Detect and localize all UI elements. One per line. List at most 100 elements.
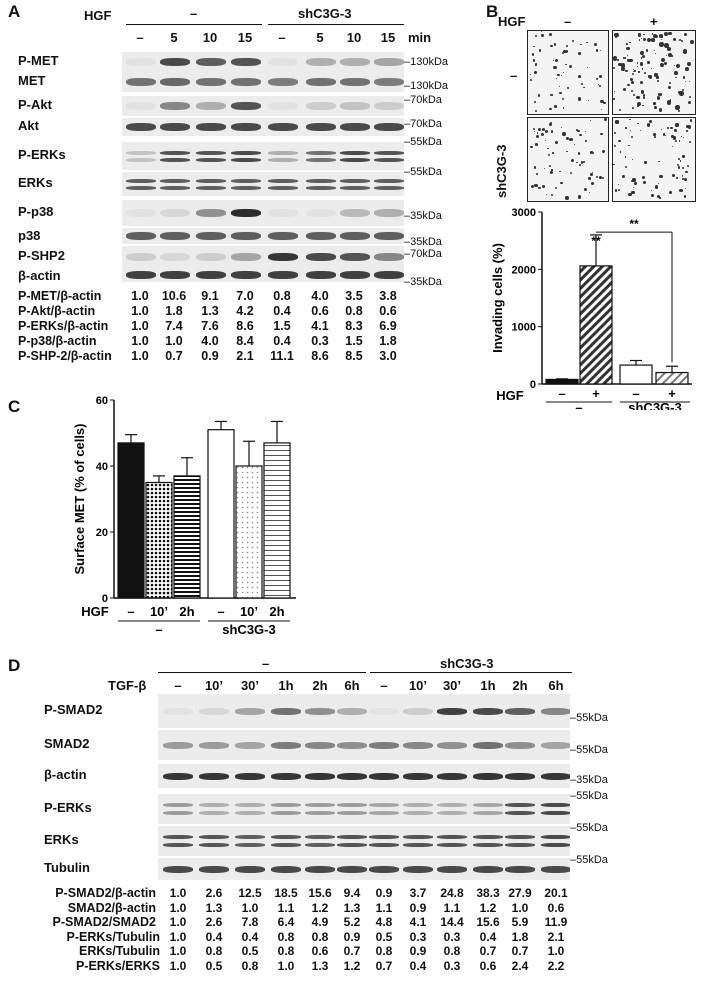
cell-speck [674, 71, 678, 75]
cell-speck [626, 47, 630, 51]
c-bar [145, 481, 173, 599]
cell-speck [599, 74, 603, 78]
cell-speck [535, 34, 538, 37]
cell-speck [628, 192, 631, 196]
cell-speck [598, 83, 600, 86]
cell-speck [588, 191, 590, 194]
cell-speck [564, 49, 568, 54]
panel-a-blot-strip [122, 228, 404, 244]
cell-speck [556, 77, 558, 79]
panel-d-sh-line [370, 672, 572, 673]
cell-speck [628, 144, 631, 147]
band [163, 772, 193, 780]
band [126, 78, 156, 86]
cell-speck [644, 71, 647, 74]
band [199, 835, 229, 839]
cell-speck [685, 170, 688, 173]
band [374, 123, 404, 131]
cell-speck [537, 132, 539, 134]
b-y-tick-label: 0 [530, 379, 536, 391]
cell-speck [565, 196, 569, 200]
band [268, 271, 298, 279]
band [305, 741, 335, 749]
band [337, 772, 367, 780]
panel-a-lane-label: 5 [316, 30, 324, 45]
cell-speck [530, 184, 534, 188]
cell-speck [641, 51, 643, 53]
band [337, 811, 367, 815]
band [374, 102, 404, 110]
band [374, 271, 404, 279]
cell-speck [577, 97, 581, 101]
panel-a-quant-value: 8.6 [311, 349, 329, 363]
panel-a-quant-label: P-SHP-2/β-actin [18, 349, 112, 363]
cell-speck [658, 108, 663, 112]
panel-a-quant-value: 0.8 [273, 289, 291, 303]
band [271, 835, 301, 839]
cell-speck [615, 120, 619, 124]
band [160, 186, 190, 190]
band [337, 865, 367, 873]
cell-speck [654, 53, 656, 55]
panel-d-ctrl-line [158, 672, 366, 673]
cell-speck [590, 151, 593, 154]
band [163, 803, 193, 807]
cell-speck [669, 99, 672, 101]
band [231, 102, 261, 110]
band [473, 803, 503, 807]
b-group-label: shC3G-3 [628, 400, 681, 410]
panel-a-quant-label: P-MET/β-actin [18, 289, 102, 303]
band [340, 179, 370, 183]
panel-d-quant-value: 1.3 [343, 900, 361, 915]
panel-a-quant-value: 0.6 [311, 304, 329, 318]
cell-speck [554, 105, 558, 109]
cell-speck [661, 38, 663, 40]
panel-d-blot-strip [158, 794, 570, 824]
cell-speck [581, 82, 584, 85]
panel-a-quant-value: 1.0 [131, 304, 149, 318]
cell-speck [681, 135, 683, 138]
cell-speck [634, 182, 637, 186]
band [505, 741, 535, 749]
panel-d-quant-value: 0.3 [443, 929, 461, 944]
b-sig-star: ** [629, 217, 639, 231]
cell-speck [686, 61, 692, 66]
panel-d-quant-value: 0.8 [205, 944, 223, 959]
panel-d-quant-value: 0.8 [241, 959, 259, 973]
cell-speck [669, 81, 672, 84]
cell-speck [613, 131, 616, 134]
cell-speck [554, 186, 557, 190]
band [337, 707, 367, 715]
cell-speck [636, 65, 639, 67]
band [437, 811, 467, 815]
cell-speck [663, 62, 667, 66]
cell-speck [629, 118, 631, 121]
panel-a-row-label: P-p38 [18, 204, 54, 219]
panel-d-quant-value: 0.7 [511, 944, 529, 959]
cell-speck [530, 79, 533, 81]
cell-speck [636, 61, 639, 64]
band [163, 811, 193, 815]
cell-speck [680, 39, 684, 43]
cell-speck [676, 177, 678, 179]
panel-a-row-label: P-Akt [18, 97, 52, 112]
band [305, 707, 335, 715]
panel-a-lane-label: 10 [202, 30, 218, 45]
band [541, 707, 570, 715]
panel-a-quant-value: 1.0 [131, 349, 149, 363]
cell-speck [685, 66, 689, 71]
panel-a-quant-value: 8.5 [345, 349, 363, 363]
cell-speck [533, 70, 537, 74]
panel-d-quant-label: P-ERKs/ERKS [75, 959, 160, 973]
band [268, 253, 298, 261]
cell-speck [579, 133, 582, 137]
cell-speck [601, 176, 604, 179]
band [160, 209, 190, 217]
panel-d-quant-label: P-SMAD2/β-actin [55, 886, 156, 900]
panel-d-quant-value: 14.4 [440, 915, 464, 930]
cell-speck [640, 37, 642, 39]
band [196, 253, 226, 261]
band [403, 772, 433, 780]
panel-d-blot-strip [158, 764, 570, 788]
